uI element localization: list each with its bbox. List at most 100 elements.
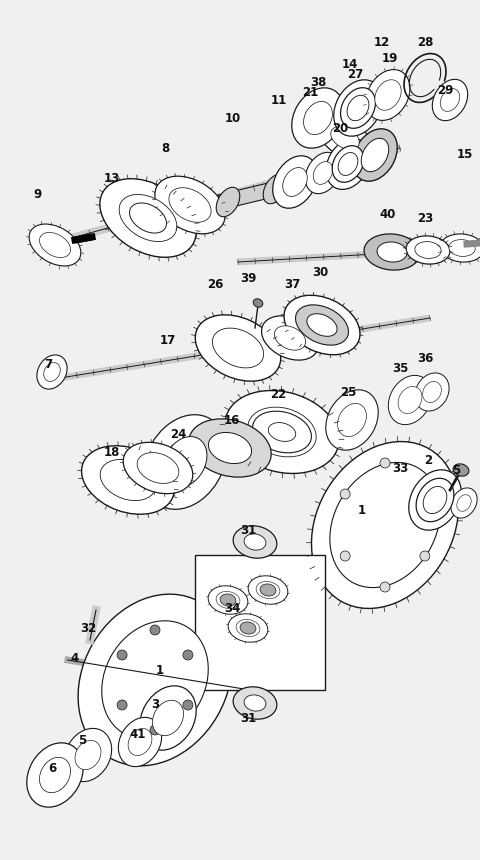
Ellipse shape [233, 687, 277, 719]
Ellipse shape [169, 187, 211, 222]
Text: 32: 32 [80, 622, 96, 635]
Ellipse shape [260, 584, 276, 596]
Text: 21: 21 [302, 87, 318, 100]
Ellipse shape [248, 576, 288, 605]
Ellipse shape [326, 390, 378, 450]
Ellipse shape [313, 162, 333, 184]
Ellipse shape [451, 488, 477, 518]
Ellipse shape [283, 168, 307, 196]
Ellipse shape [292, 88, 344, 148]
Ellipse shape [268, 422, 296, 441]
Ellipse shape [212, 329, 264, 368]
Circle shape [183, 700, 193, 710]
Ellipse shape [366, 70, 410, 120]
Ellipse shape [377, 242, 407, 262]
Ellipse shape [163, 437, 207, 488]
Text: 11: 11 [271, 94, 287, 107]
Ellipse shape [29, 224, 81, 266]
Ellipse shape [153, 700, 183, 735]
Ellipse shape [75, 740, 101, 770]
Ellipse shape [140, 685, 196, 750]
Text: 38: 38 [310, 76, 326, 89]
Text: 29: 29 [437, 83, 453, 96]
Ellipse shape [208, 586, 248, 614]
Ellipse shape [244, 695, 266, 711]
Ellipse shape [44, 363, 60, 381]
Ellipse shape [453, 464, 469, 476]
Ellipse shape [39, 232, 71, 258]
Ellipse shape [340, 88, 375, 128]
Ellipse shape [337, 403, 366, 437]
Ellipse shape [423, 487, 447, 513]
Ellipse shape [406, 236, 450, 264]
Ellipse shape [119, 717, 162, 766]
Text: 5: 5 [452, 464, 460, 476]
Ellipse shape [236, 619, 260, 636]
Text: 7: 7 [44, 359, 52, 372]
Text: 13: 13 [104, 171, 120, 185]
Ellipse shape [440, 234, 480, 262]
Ellipse shape [307, 314, 337, 336]
Ellipse shape [128, 728, 152, 756]
Text: 16: 16 [224, 414, 240, 427]
Text: 12: 12 [374, 35, 390, 48]
Text: 33: 33 [392, 462, 408, 475]
Circle shape [117, 700, 127, 710]
Text: 31: 31 [240, 524, 256, 537]
Text: 3: 3 [151, 698, 159, 711]
Text: 8: 8 [161, 142, 169, 155]
Circle shape [380, 458, 390, 468]
Ellipse shape [415, 242, 441, 259]
Ellipse shape [353, 129, 397, 181]
Text: 20: 20 [332, 121, 348, 134]
Ellipse shape [78, 594, 232, 766]
Ellipse shape [303, 101, 333, 135]
Text: 35: 35 [392, 361, 408, 374]
Ellipse shape [82, 445, 174, 514]
Text: 36: 36 [417, 352, 433, 365]
Ellipse shape [273, 156, 317, 208]
Ellipse shape [415, 373, 449, 411]
Ellipse shape [388, 375, 432, 425]
Circle shape [340, 489, 350, 499]
Text: 1: 1 [358, 503, 366, 517]
Ellipse shape [144, 415, 227, 509]
Text: 34: 34 [224, 601, 240, 615]
Ellipse shape [432, 79, 468, 120]
Ellipse shape [416, 478, 454, 522]
Ellipse shape [457, 494, 471, 512]
Ellipse shape [155, 176, 225, 234]
Text: 5: 5 [78, 734, 86, 746]
Ellipse shape [195, 315, 281, 381]
Ellipse shape [347, 95, 369, 120]
Text: 10: 10 [225, 112, 241, 125]
Ellipse shape [252, 411, 312, 453]
Ellipse shape [233, 525, 277, 558]
Ellipse shape [240, 622, 256, 634]
Ellipse shape [256, 581, 280, 599]
Text: 37: 37 [284, 279, 300, 292]
Ellipse shape [64, 728, 112, 782]
Ellipse shape [440, 89, 460, 111]
Text: 19: 19 [382, 52, 398, 64]
Ellipse shape [331, 126, 359, 150]
Circle shape [183, 650, 193, 660]
Ellipse shape [330, 463, 440, 587]
Text: 28: 28 [417, 36, 433, 50]
Text: 4: 4 [71, 652, 79, 665]
Text: 17: 17 [160, 334, 176, 347]
Text: 1: 1 [156, 664, 164, 677]
Text: 14: 14 [342, 58, 358, 71]
Circle shape [150, 725, 160, 735]
Ellipse shape [296, 304, 348, 345]
Circle shape [380, 582, 390, 592]
Text: 6: 6 [48, 761, 56, 775]
Ellipse shape [100, 459, 156, 501]
Ellipse shape [364, 234, 420, 270]
Ellipse shape [225, 390, 339, 474]
Circle shape [150, 625, 160, 635]
Ellipse shape [37, 355, 67, 389]
Text: 15: 15 [457, 149, 473, 162]
Polygon shape [218, 183, 278, 208]
Text: 39: 39 [240, 272, 256, 285]
